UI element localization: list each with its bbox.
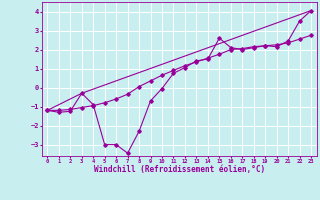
X-axis label: Windchill (Refroidissement éolien,°C): Windchill (Refroidissement éolien,°C) — [94, 165, 265, 174]
